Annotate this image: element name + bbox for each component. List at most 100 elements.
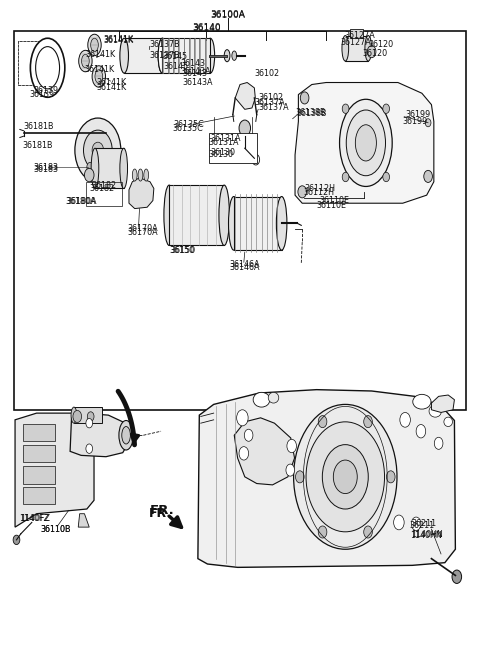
Text: 36146A: 36146A <box>229 260 260 269</box>
Text: 36141K: 36141K <box>96 78 126 87</box>
Text: 36146A: 36146A <box>229 263 260 272</box>
Text: 1140FZ: 1140FZ <box>19 514 49 523</box>
Text: 36130: 36130 <box>209 150 234 159</box>
Circle shape <box>318 415 327 427</box>
Text: 36130: 36130 <box>210 149 235 157</box>
Text: 36137B: 36137B <box>149 40 180 49</box>
Circle shape <box>252 155 260 165</box>
Circle shape <box>342 104 349 114</box>
Ellipse shape <box>253 392 270 407</box>
Text: 36180A: 36180A <box>65 198 96 206</box>
Bar <box>18 41 44 85</box>
Text: 36145: 36145 <box>162 52 188 61</box>
Circle shape <box>87 163 94 172</box>
Bar <box>74 407 102 423</box>
Polygon shape <box>70 413 129 457</box>
Bar <box>162 38 210 73</box>
Text: 36139: 36139 <box>33 86 59 95</box>
Circle shape <box>244 429 253 442</box>
Text: 36141K: 36141K <box>84 65 115 74</box>
Text: 36140: 36140 <box>192 23 221 32</box>
Circle shape <box>394 515 404 530</box>
Ellipse shape <box>228 196 239 250</box>
Text: 36182: 36182 <box>92 181 117 190</box>
Text: 36135C: 36135C <box>172 124 203 132</box>
Circle shape <box>364 526 372 538</box>
Ellipse shape <box>268 392 279 403</box>
Text: 36180A: 36180A <box>67 198 97 206</box>
Ellipse shape <box>30 38 65 97</box>
Text: 36138B: 36138B <box>295 108 325 116</box>
Circle shape <box>239 120 251 136</box>
Text: 1140FZ: 1140FZ <box>20 514 50 523</box>
Text: 36141K: 36141K <box>104 35 134 44</box>
Circle shape <box>434 437 443 450</box>
Ellipse shape <box>122 427 131 444</box>
Bar <box>350 29 363 38</box>
Text: 36135C: 36135C <box>173 120 204 128</box>
Circle shape <box>86 419 93 428</box>
Ellipse shape <box>36 46 60 89</box>
Circle shape <box>452 570 462 583</box>
Ellipse shape <box>355 125 376 161</box>
Text: 36127A: 36127A <box>344 31 375 40</box>
Text: 36112H: 36112H <box>305 184 336 193</box>
Circle shape <box>425 119 431 127</box>
Polygon shape <box>295 83 434 203</box>
Text: 36143A: 36143A <box>180 67 211 76</box>
Text: 36120: 36120 <box>362 48 387 58</box>
Polygon shape <box>78 513 89 527</box>
Ellipse shape <box>444 417 453 427</box>
Bar <box>169 185 224 245</box>
Circle shape <box>416 425 426 438</box>
Circle shape <box>383 104 390 114</box>
Bar <box>209 134 257 163</box>
Text: 36112H: 36112H <box>303 188 334 197</box>
Polygon shape <box>15 413 94 527</box>
Ellipse shape <box>164 185 174 245</box>
Ellipse shape <box>158 38 167 73</box>
Ellipse shape <box>219 185 229 245</box>
Circle shape <box>364 415 372 427</box>
Text: 1140HN: 1140HN <box>410 532 442 540</box>
Circle shape <box>318 526 327 538</box>
Ellipse shape <box>276 196 287 250</box>
Text: 36199: 36199 <box>403 117 428 126</box>
Bar <box>23 487 55 504</box>
Text: 36131A: 36131A <box>210 134 241 142</box>
Circle shape <box>333 460 357 494</box>
Text: 36138B: 36138B <box>297 109 327 118</box>
Text: 36110B: 36110B <box>40 526 71 534</box>
Circle shape <box>294 405 397 549</box>
Ellipse shape <box>144 169 149 181</box>
Ellipse shape <box>120 149 128 188</box>
Ellipse shape <box>232 51 237 60</box>
Ellipse shape <box>158 38 167 73</box>
Polygon shape <box>432 395 455 413</box>
Bar <box>14 31 466 410</box>
Ellipse shape <box>429 405 442 417</box>
Circle shape <box>298 185 307 198</box>
Polygon shape <box>198 390 456 567</box>
Circle shape <box>84 130 112 171</box>
Text: 36141K: 36141K <box>104 36 134 46</box>
Text: 36145: 36145 <box>163 62 189 71</box>
Text: 36182: 36182 <box>89 184 114 193</box>
Ellipse shape <box>88 34 101 56</box>
Circle shape <box>239 447 249 460</box>
Circle shape <box>73 411 82 423</box>
Bar <box>345 36 368 61</box>
Circle shape <box>237 410 248 426</box>
Ellipse shape <box>346 110 385 175</box>
Ellipse shape <box>342 36 348 61</box>
Circle shape <box>323 445 368 509</box>
Bar <box>86 181 122 206</box>
Ellipse shape <box>132 169 137 181</box>
Text: 36143A: 36143A <box>182 78 213 87</box>
Text: 36170A: 36170A <box>128 228 158 237</box>
Text: 36110E: 36110E <box>317 201 347 210</box>
Circle shape <box>13 535 20 544</box>
Text: 1140HN: 1140HN <box>411 530 443 539</box>
Text: FR.: FR. <box>149 507 172 519</box>
Ellipse shape <box>91 38 98 52</box>
